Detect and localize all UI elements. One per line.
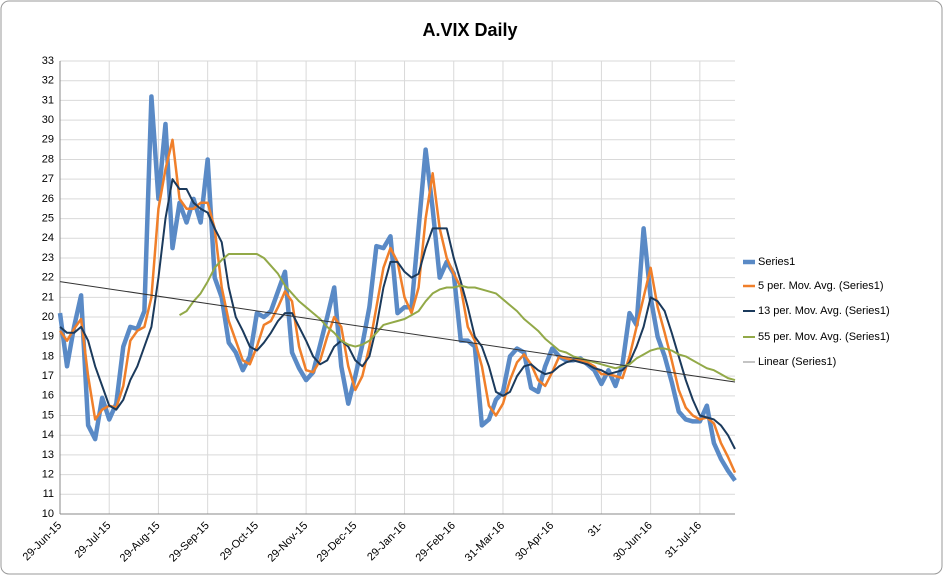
y-tick-label: 12 (42, 469, 54, 481)
y-tick-label: 18 (42, 350, 54, 362)
y-tick-label: 10 (42, 508, 54, 520)
y-tick-label: 15 (42, 409, 54, 421)
y-tick-label: 22 (42, 272, 54, 284)
y-tick-label: 28 (42, 153, 54, 165)
chart-title: A.VIX Daily (422, 20, 517, 40)
y-tick-label: 17 (42, 370, 54, 382)
y-tick-label: 16 (42, 390, 54, 402)
y-tick-label: 33 (42, 55, 54, 67)
series-line (57, 94, 737, 482)
series-line (59, 178, 736, 450)
legend-label: Series1 (758, 256, 795, 268)
y-tick-label: 27 (42, 173, 54, 185)
trend-line (59, 281, 736, 383)
y-tick-label: 23 (42, 252, 54, 264)
y-tick-label: 25 (42, 212, 54, 224)
legend-label: 55 per. Mov. Avg. (Series1) (758, 331, 890, 343)
y-tick-label: 21 (42, 291, 54, 303)
legend-label: 5 per. Mov. Avg. (Series1) (758, 280, 884, 292)
y-tick-label: 29 (42, 134, 54, 146)
y-tick-label: 26 (42, 193, 54, 205)
y-tick-label: 11 (43, 488, 54, 500)
legend-label: Linear (Series1) (758, 356, 836, 368)
y-tick-label: 14 (42, 429, 54, 441)
y-tick-label: 30 (42, 114, 54, 126)
legend-label: 13 per. Mov. Avg. (Series1) (758, 305, 890, 317)
series-line (179, 253, 736, 382)
y-tick-label: 31 (42, 94, 54, 106)
y-tick-label: 32 (42, 75, 54, 87)
y-tick-label: 13 (42, 449, 54, 461)
y-tick-label: 19 (42, 331, 54, 343)
y-tick-label: 20 (42, 311, 54, 323)
y-tick-label: 24 (42, 232, 54, 244)
